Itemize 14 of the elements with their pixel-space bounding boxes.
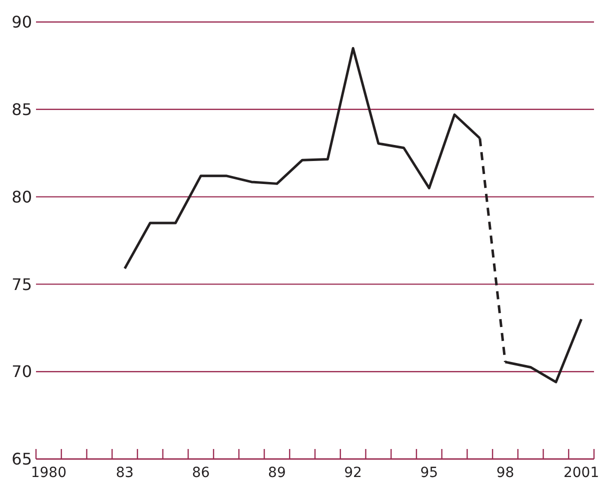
y-tick-label: 80 [12, 187, 32, 206]
x-tick-label: 89 [268, 465, 286, 481]
x-tick-label: 2001 [564, 465, 600, 481]
x-tick-label: 1980 [30, 465, 66, 481]
y-tick-label: 70 [12, 362, 32, 382]
x-tick-label: 92 [344, 465, 362, 481]
x-tick-label: 83 [116, 465, 134, 481]
x-tick-label: 95 [420, 465, 438, 481]
y-tick-label: 85 [12, 100, 32, 119]
y-tick-label: 75 [12, 274, 32, 294]
x-tick-label: 86 [192, 465, 210, 481]
y-tick-label: 65 [12, 450, 32, 469]
x-tick-label: 98 [496, 465, 514, 481]
y-tick-label: 90 [12, 12, 32, 32]
